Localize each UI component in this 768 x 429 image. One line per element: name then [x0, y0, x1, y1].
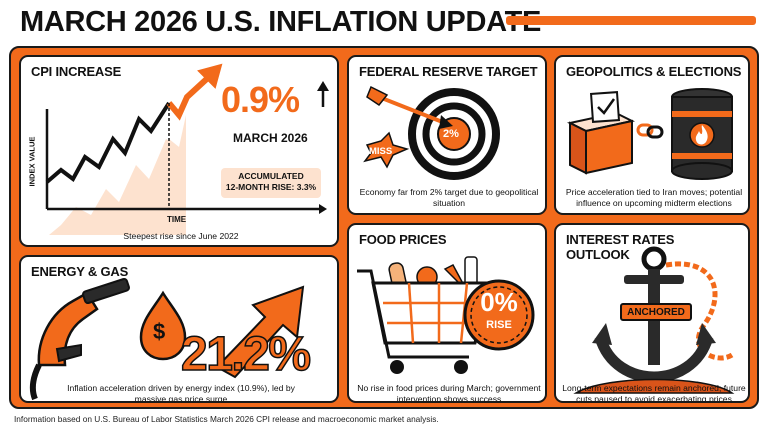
- food-caption: No rise in food prices during March; gov…: [357, 383, 541, 403]
- food-badge-value: 0%: [480, 287, 518, 317]
- chain-link-2: [646, 125, 664, 139]
- cpi-line: [45, 101, 171, 184]
- ballot-check: [597, 98, 616, 115]
- energy-rise-arrow: [215, 285, 305, 379]
- rates-heading-line1: INTEREST RATES: [566, 232, 675, 247]
- geo-heading: GEOPOLITICS & ELECTIONS: [566, 64, 742, 79]
- anchor-rope: [665, 261, 734, 361]
- gas-nozzle-lever: [55, 343, 82, 363]
- cpi-accumulated-line1: ACCUMULATED: [238, 171, 304, 181]
- cpi-line-chart: [45, 63, 329, 235]
- cpi-accumulated-line2: 12-MONTH RISE: 3.3%: [225, 182, 317, 193]
- cpi-value: 0.9%: [221, 79, 300, 120]
- cpi-y-axis-label: INDEX VALUE: [27, 136, 37, 187]
- ballot-box-side: [585, 119, 633, 175]
- anchor-ground: [573, 378, 735, 394]
- cart-handle: [357, 269, 469, 359]
- dollar-sign: $: [153, 319, 166, 344]
- food-heading: FOOD PRICES: [359, 232, 447, 247]
- energy-illustration: [29, 277, 305, 401]
- anchored-label: ANCHORED: [620, 303, 692, 321]
- cpi-area-fill: [49, 139, 179, 235]
- miss-arrow-head: [439, 115, 453, 129]
- anchor-ring: [641, 246, 667, 272]
- barrel-band-top: [672, 111, 732, 117]
- cpi-x-axis-arrow: [319, 204, 327, 214]
- gas-nozzle-tip: [82, 277, 130, 305]
- barrel-band-bottom: [672, 153, 732, 159]
- geo-caption: Price acceleration tied to Iran moves; p…: [565, 187, 743, 208]
- cart-grid-3: [407, 282, 415, 344]
- cart-illustration: [357, 256, 535, 374]
- miss-arrow-shaft: [378, 95, 446, 125]
- cart-wheel-left: [390, 360, 404, 374]
- cpi-rise-line: [166, 72, 214, 121]
- food-card: FOOD PRICES 0% RISE No rise in food pric…: [347, 223, 547, 403]
- miss-arrow-fletch: [366, 85, 389, 107]
- rates-heading-line2: OUTLOOK: [566, 247, 630, 262]
- geo-illustration: [567, 88, 733, 180]
- anchor-fluke-left: [592, 323, 612, 345]
- fed-target-value: 2%: [443, 128, 459, 140]
- energy-caption: Inflation acceleration driven by energy …: [67, 383, 295, 403]
- cpi-accumulated-box: ACCUMULATED 12-MONTH RISE: 3.3%: [221, 168, 321, 198]
- anchor-illustration: [573, 246, 735, 394]
- title-accent-bar: [506, 16, 756, 25]
- target-illustration: [363, 85, 500, 180]
- rates-card: INTEREST RATES OUTLOOK ANCHORED Long-ter…: [554, 223, 750, 403]
- cpi-period: MARCH 2026: [233, 131, 308, 145]
- cpi-heading: CPI INCREASE: [31, 64, 122, 79]
- energy-heading: ENERGY & GAS: [31, 264, 129, 279]
- miss-burst: [363, 131, 410, 169]
- fed-card: FEDERAL RESERVE TARGET 2% MISS Economy f…: [347, 55, 547, 215]
- barrel-bottom: [671, 162, 733, 180]
- cpi-up-arrow-head: [317, 81, 329, 91]
- cpi-rise-arrowhead: [197, 63, 223, 89]
- anchor-fluke-right: [696, 323, 716, 345]
- cart-wheel-right: [454, 360, 468, 374]
- anchor-arms: [594, 335, 714, 383]
- chain-link-1: [636, 123, 654, 137]
- miss-label: MISS: [369, 146, 393, 157]
- energy-value: 21.2%: [180, 327, 312, 382]
- food-badge: [463, 279, 535, 351]
- fed-heading: FEDERAL RESERVE TARGET: [359, 64, 538, 79]
- footer-source: Information based on U.S. Bureau of Labo…: [14, 414, 439, 424]
- cpi-area-fill-high: [169, 115, 186, 235]
- rates-caption: Long-term expectations remain anchored; …: [562, 383, 746, 403]
- energy-card: ENERGY & GAS $ 21.2% Inflation accelerat…: [19, 255, 339, 403]
- food-badge-label: RISE: [486, 319, 512, 331]
- page-title: MARCH 2026 U.S. INFLATION UPDATE: [20, 6, 542, 38]
- ballot-paper: [589, 91, 621, 123]
- cpi-card: CPI INCREASE 0.9% MARCH 2026 ACCUMULATED…: [19, 55, 339, 247]
- ballot-box-front: [569, 121, 587, 175]
- gas-drop: [139, 290, 187, 361]
- geo-card: GEOPOLITICS & ELECTIONS Price accelerati…: [554, 55, 750, 215]
- gas-hose: [29, 363, 42, 401]
- flame-icon: [695, 125, 708, 145]
- food-badge-inner: [470, 286, 528, 344]
- fed-caption: Economy far from 2% target due to geopol…: [359, 187, 539, 208]
- cpi-caption: Steepest rise since June 2022: [123, 231, 239, 241]
- cpi-x-axis-label: TIME: [167, 215, 187, 224]
